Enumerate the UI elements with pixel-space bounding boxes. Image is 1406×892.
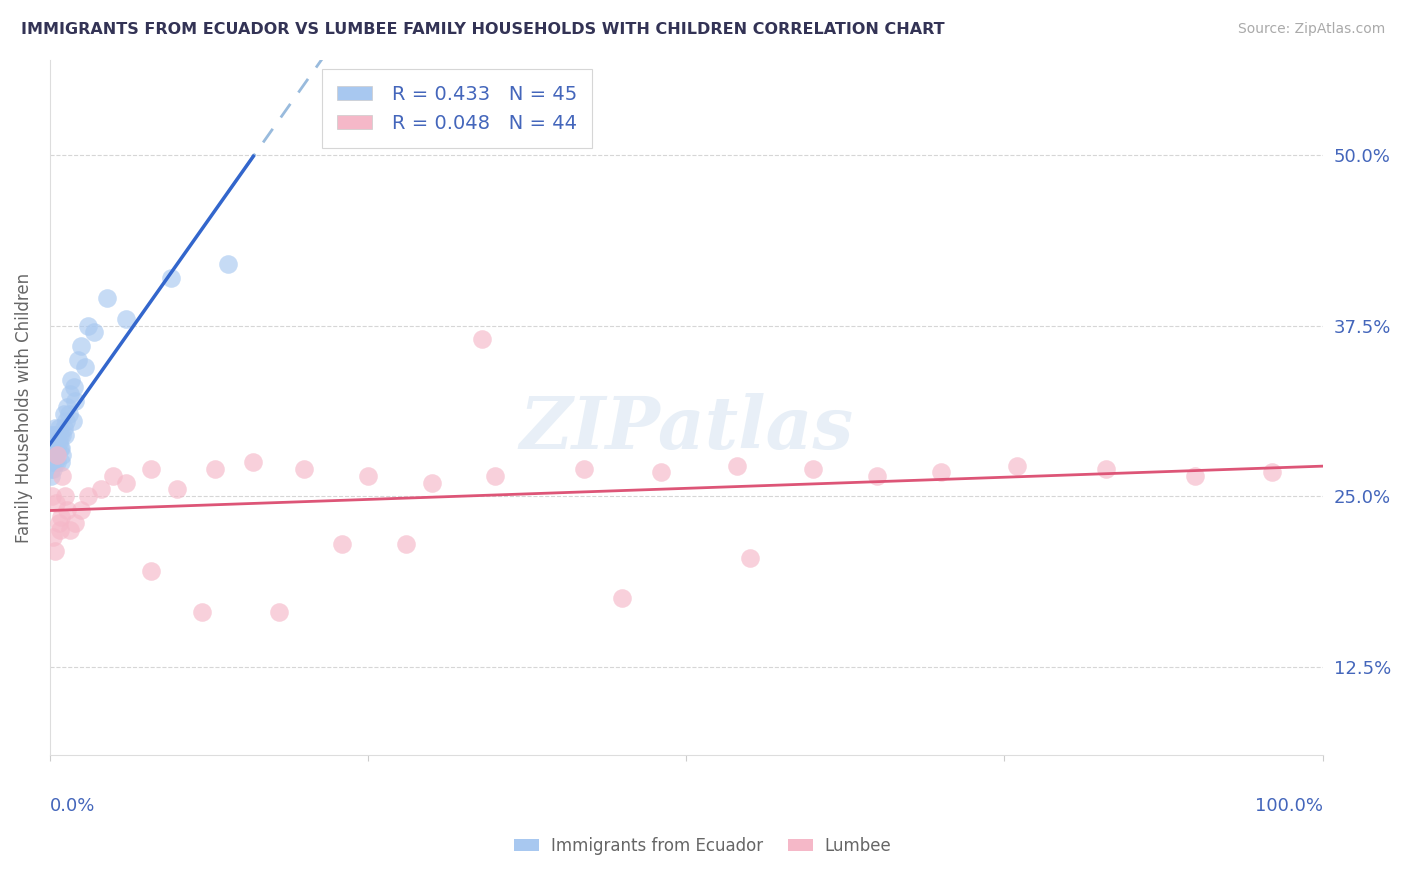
Point xyxy=(44,455,66,469)
Point xyxy=(63,393,86,408)
Y-axis label: Family Households with Children: Family Households with Children xyxy=(15,272,32,542)
Point xyxy=(803,462,825,476)
Point xyxy=(41,455,63,469)
Point xyxy=(52,407,75,421)
Legend: Immigrants from Ecuador, Lumbee: Immigrants from Ecuador, Lumbee xyxy=(508,830,898,862)
Point xyxy=(39,462,62,476)
Point xyxy=(49,442,72,456)
Point xyxy=(63,380,86,394)
Point xyxy=(267,605,290,619)
Point xyxy=(45,448,67,462)
Point xyxy=(166,483,188,497)
Point xyxy=(70,503,93,517)
Point xyxy=(52,421,75,435)
Point xyxy=(62,414,84,428)
Point xyxy=(46,442,69,456)
Point xyxy=(45,434,67,449)
Point xyxy=(66,352,89,367)
Text: ZIPatlas: ZIPatlas xyxy=(519,392,853,464)
Point xyxy=(70,339,93,353)
Point xyxy=(49,427,72,442)
Point xyxy=(204,462,226,476)
Point xyxy=(49,442,72,456)
Point xyxy=(103,468,125,483)
Point xyxy=(59,387,82,401)
Point xyxy=(44,543,66,558)
Point xyxy=(75,359,97,374)
Point xyxy=(738,550,761,565)
Point xyxy=(49,523,72,537)
Point xyxy=(217,257,239,271)
Point xyxy=(141,462,163,476)
Point xyxy=(725,459,748,474)
Point xyxy=(51,448,73,462)
Point xyxy=(420,475,443,490)
Point xyxy=(83,326,105,340)
Text: IMMIGRANTS FROM ECUADOR VS LUMBEE FAMILY HOUSEHOLDS WITH CHILDREN CORRELATION CH: IMMIGRANTS FROM ECUADOR VS LUMBEE FAMILY… xyxy=(21,22,945,37)
Point xyxy=(574,462,596,476)
Point xyxy=(395,537,418,551)
Point xyxy=(53,427,76,442)
Point xyxy=(56,401,79,415)
Point xyxy=(191,605,214,619)
Point xyxy=(159,271,181,285)
Point xyxy=(46,448,69,462)
Point xyxy=(1005,459,1028,474)
Point xyxy=(141,564,163,578)
Point xyxy=(866,468,889,483)
Point xyxy=(42,462,65,476)
Point xyxy=(76,489,98,503)
Point xyxy=(115,311,138,326)
Point xyxy=(58,407,80,421)
Point xyxy=(48,434,70,449)
Point xyxy=(48,516,70,531)
Point xyxy=(55,414,77,428)
Point xyxy=(332,537,354,551)
Point xyxy=(41,434,63,449)
Point xyxy=(1184,468,1206,483)
Point xyxy=(51,468,73,483)
Point xyxy=(51,427,73,442)
Point xyxy=(471,332,494,346)
Point xyxy=(929,465,952,479)
Point xyxy=(242,455,264,469)
Point xyxy=(76,318,98,333)
Point xyxy=(90,483,112,497)
Point xyxy=(1260,465,1282,479)
Text: 100.0%: 100.0% xyxy=(1254,797,1323,815)
Point xyxy=(115,475,138,490)
Point xyxy=(612,591,634,606)
Point xyxy=(42,427,65,442)
Text: Source: ZipAtlas.com: Source: ZipAtlas.com xyxy=(1237,22,1385,37)
Point xyxy=(484,468,506,483)
Point xyxy=(357,468,380,483)
Point xyxy=(59,523,82,537)
Point xyxy=(42,448,65,462)
Point xyxy=(41,427,63,442)
Point xyxy=(46,455,69,469)
Point xyxy=(39,468,62,483)
Legend: R = 0.433   N = 45, R = 0.048   N = 44: R = 0.433 N = 45, R = 0.048 N = 44 xyxy=(322,70,592,148)
Point xyxy=(56,503,79,517)
Point xyxy=(41,489,63,503)
Text: 0.0%: 0.0% xyxy=(49,797,96,815)
Point xyxy=(45,427,67,442)
Point xyxy=(42,530,65,544)
Point xyxy=(39,442,62,456)
Point xyxy=(1095,462,1118,476)
Point xyxy=(63,516,86,531)
Point xyxy=(96,291,118,305)
Point xyxy=(60,373,83,387)
Point xyxy=(45,496,67,510)
Point xyxy=(292,462,315,476)
Point xyxy=(44,421,66,435)
Point xyxy=(650,465,672,479)
Point xyxy=(48,421,70,435)
Point xyxy=(49,509,72,524)
Point xyxy=(53,489,76,503)
Point xyxy=(44,442,66,456)
Point xyxy=(49,455,72,469)
